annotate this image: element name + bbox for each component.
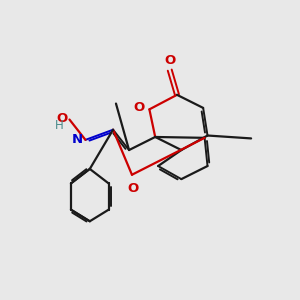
Text: N: N (72, 133, 83, 146)
Text: O: O (128, 182, 139, 195)
Text: O: O (164, 54, 176, 67)
Text: H: H (55, 119, 64, 132)
Text: O: O (133, 100, 144, 113)
Text: O: O (57, 112, 68, 125)
